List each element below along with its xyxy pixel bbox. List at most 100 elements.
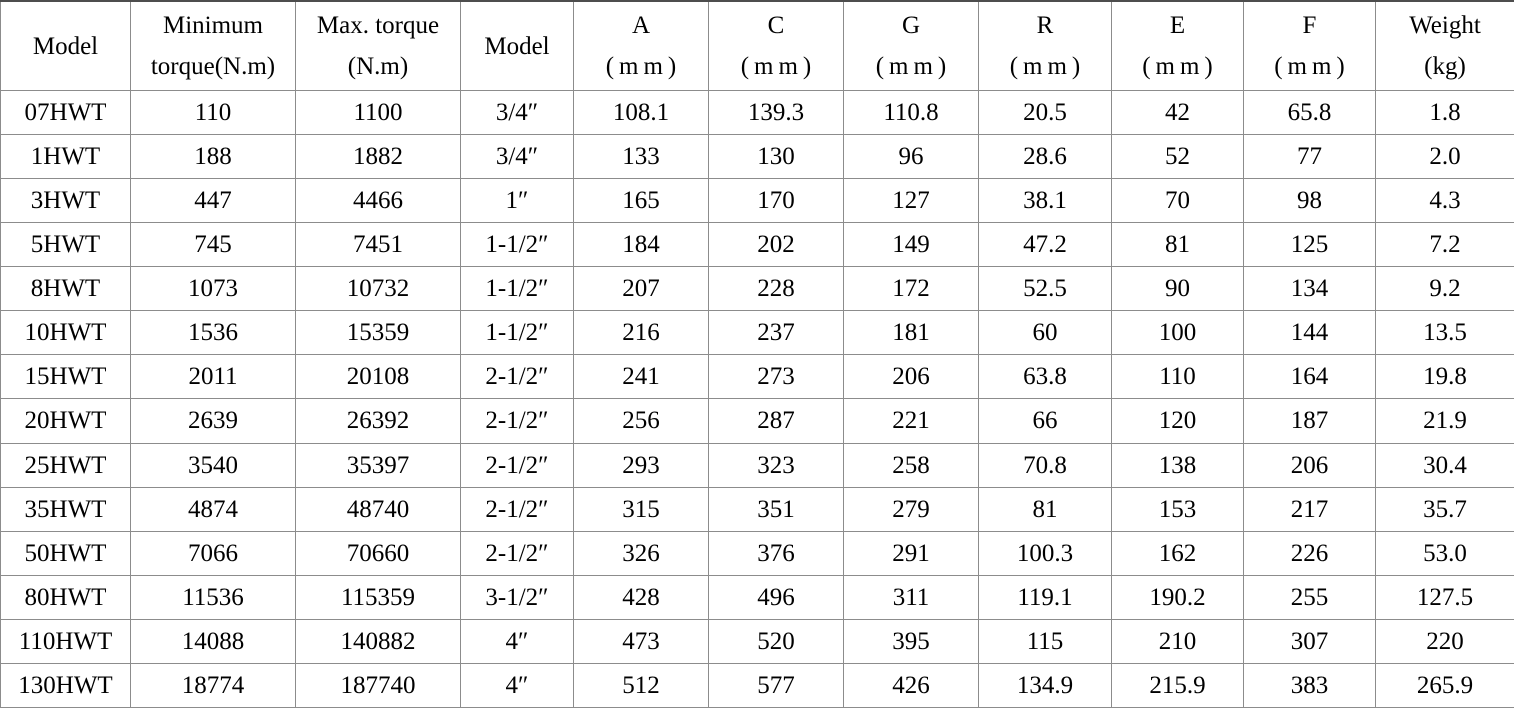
table-cell: 279 [843, 486, 979, 532]
table-cell: 4874 [130, 486, 296, 532]
table-cell: 21.9 [1375, 398, 1514, 444]
table-cell: 210 [1111, 618, 1244, 664]
table-cell: 273 [708, 354, 844, 400]
table-cell: 8HWT [0, 266, 131, 312]
table-cell: 80HWT [0, 574, 131, 620]
table-cell: 144 [1243, 310, 1376, 356]
table-cell: 181 [843, 310, 979, 356]
table-cell: 10HWT [0, 310, 131, 356]
table-cell: 38.1 [978, 178, 1112, 224]
table-cell: 100.3 [978, 530, 1112, 576]
header-label: F [1302, 12, 1317, 39]
table-cell: 14088 [130, 618, 296, 664]
table-cell: 165 [573, 178, 709, 224]
table-cell: 66 [978, 398, 1112, 444]
table-cell: 2-1/2″ [460, 442, 574, 488]
table-cell: 47.2 [978, 222, 1112, 268]
table-cell: 216 [573, 310, 709, 356]
col-header-e: E (mm) [1111, 0, 1244, 91]
table-cell: 20.5 [978, 89, 1112, 136]
col-header-c: C (mm) [708, 0, 844, 91]
table-row: 50HWT 7066 70660 2-1/2″ 326 376 291 100.3 162 226… [0, 530, 1514, 576]
table-cell: 96 [843, 134, 979, 180]
table-cell: 351 [708, 486, 844, 532]
col-header-r: R (mm) [978, 0, 1112, 91]
table-cell: 326 [573, 530, 709, 576]
col-header-drive-model: Model [460, 0, 574, 91]
table-cell: 220 [1375, 618, 1514, 664]
table-cell: 7451 [295, 222, 461, 268]
table-cell: 206 [1243, 442, 1376, 488]
table-cell: 149 [843, 222, 979, 268]
header-label: C [767, 12, 785, 39]
table-cell: 120 [1111, 398, 1244, 444]
table-cell: 7.2 [1375, 222, 1514, 268]
header-unit: (mm) [605, 53, 682, 80]
table-cell: 110.8 [843, 89, 979, 136]
header-unit: torque(N.m) [150, 53, 276, 80]
table-cell: 187 [1243, 398, 1376, 444]
col-header-f: F (mm) [1243, 0, 1376, 91]
table-cell: 311 [843, 574, 979, 620]
table-cell: 130 [708, 134, 844, 180]
table-cell: 2-1/2″ [460, 486, 574, 532]
table-cell: 170 [708, 178, 844, 224]
table-cell: 315 [573, 486, 709, 532]
header-unit: (N.m) [347, 53, 409, 80]
table-cell: 125 [1243, 222, 1376, 268]
table-row: 5HWT 745 7451 1-1/2″ 184 202 149 47.2 81 125 7.2 [0, 222, 1514, 268]
table-cell: 52.5 [978, 266, 1112, 312]
table-cell: 119.1 [978, 574, 1112, 620]
table-cell: 108.1 [573, 89, 709, 136]
table-row: 80HWT 11536 115359 3-1/2″ 428 496 311 119.1 190.… [0, 574, 1514, 620]
table-cell: 395 [843, 618, 979, 664]
table-cell: 3HWT [0, 178, 131, 224]
table-cell: 3-1/2″ [460, 574, 574, 620]
header-label: Minimum [162, 12, 263, 39]
header-label: Model [484, 32, 550, 60]
table-cell: 215.9 [1111, 662, 1244, 708]
table-cell: 428 [573, 574, 709, 620]
table-row: 3HWT 447 4466 1″ 165 170 127 38.1 70 98 4.3 [0, 178, 1514, 224]
table-row: 07HWT 110 1100 3/4″ 108.1 139.3 110.8 20.5 42 65.… [0, 89, 1514, 136]
table-cell: 110 [1111, 354, 1244, 400]
table-cell: 98 [1243, 178, 1376, 224]
table-cell: 202 [708, 222, 844, 268]
table-cell: 30.4 [1375, 442, 1514, 488]
table-row: 110HWT 14088 140882 4″ 473 520 395 115 210 307 220 [0, 618, 1514, 664]
table-cell: 50HWT [0, 530, 131, 576]
table-cell: 162 [1111, 530, 1244, 576]
table-cell: 221 [843, 398, 979, 444]
table-cell: 184 [573, 222, 709, 268]
header-label: E [1169, 12, 1186, 39]
table-cell: 2639 [130, 398, 296, 444]
table-cell: 577 [708, 662, 844, 708]
table-cell: 1HWT [0, 134, 131, 180]
table-row: 130HWT 18774 187740 4″ 512 577 426 134.9 215.9 38… [0, 662, 1514, 708]
table-cell: 1-1/2″ [460, 310, 574, 356]
table-cell: 11536 [130, 574, 296, 620]
table-cell: 745 [130, 222, 296, 268]
table-cell: 90 [1111, 266, 1244, 312]
header-label: Max. torque [316, 12, 440, 39]
table-cell: 265.9 [1375, 662, 1514, 708]
table-cell: 153 [1111, 486, 1244, 532]
table-cell: 207 [573, 266, 709, 312]
table-cell: 4″ [460, 662, 574, 708]
table-cell: 2-1/2″ [460, 398, 574, 444]
table-cell: 70660 [295, 530, 461, 576]
table-cell: 2.0 [1375, 134, 1514, 180]
table-cell: 258 [843, 442, 979, 488]
header-label: R [1036, 12, 1054, 39]
table-cell: 20HWT [0, 398, 131, 444]
header-label: A [631, 12, 651, 39]
table-cell: 217 [1243, 486, 1376, 532]
table-cell: 140882 [295, 618, 461, 664]
table-cell: 255 [1243, 574, 1376, 620]
table-cell: 291 [843, 530, 979, 576]
table-cell: 13.5 [1375, 310, 1514, 356]
table-cell: 42 [1111, 89, 1244, 136]
table-cell: 447 [130, 178, 296, 224]
table-cell: 139.3 [708, 89, 844, 136]
